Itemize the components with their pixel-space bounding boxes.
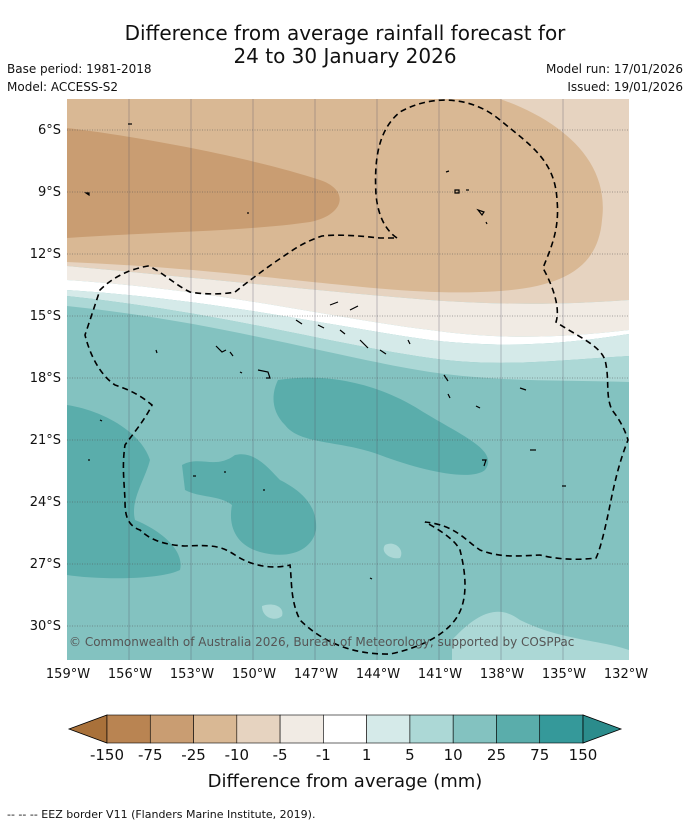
band-wet-medium	[67, 296, 629, 382]
colorbar-swatch	[366, 714, 411, 744]
graticule	[67, 129, 629, 627]
colorbar-tick-label: -150	[89, 746, 125, 764]
lon-label-147w: 147°W	[293, 667, 339, 682]
colorbar-tick-label: -75	[138, 746, 163, 764]
colorbar-tick-label: -1	[315, 746, 331, 764]
colorbar-tick-label: -5	[272, 746, 288, 764]
lat-label-6s: 6°S	[37, 123, 61, 138]
lon-label-135w: 135°W	[541, 667, 587, 682]
lat-label-21s: 21°S	[29, 433, 61, 448]
wet-patch-center	[273, 377, 489, 475]
model-name: Model: ACCESS-S2	[7, 80, 119, 94]
meta-right: Model run: 17/01/2026 Issued: 19/01/2026	[546, 60, 683, 96]
colorbar-swatch	[452, 714, 497, 744]
colorbar-tick-label: 150	[568, 746, 598, 764]
eez-border-main	[84, 99, 629, 655]
lat-label-12s: 12°S	[29, 247, 61, 262]
lon-label-156w: 156°W	[107, 667, 153, 682]
lat-label-27s: 27°S	[29, 557, 61, 572]
colorbar-swatch	[496, 714, 541, 744]
lat-label-15s: 15°S	[29, 309, 61, 324]
lon-label-153w: 153°W	[169, 667, 215, 682]
map-title: Difference from average rainfall forecas…	[0, 22, 690, 68]
colorbar-swatch	[323, 714, 367, 744]
lat-label-24s: 24°S	[29, 495, 61, 510]
colorbar-tick-label: -25	[181, 746, 206, 764]
lon-label-141w: 141°W	[417, 667, 463, 682]
lat-label-18s: 18°S	[29, 371, 61, 386]
light-patch-3	[452, 611, 629, 660]
lon-label-159w: 159°W	[45, 667, 91, 682]
band-wet-light	[67, 290, 629, 363]
colorbar-tick-label: 25	[486, 746, 506, 764]
eez-footnote: -- -- -- EEZ border V11 (Flanders Marine…	[7, 808, 316, 821]
issued-date: Issued: 19/01/2026	[567, 80, 683, 94]
colorbar-extend-low	[67, 714, 108, 744]
colorbar-tick-label: 1	[361, 746, 372, 764]
colorbar-tick-label: 10	[443, 746, 463, 764]
meta-left: Base period: 1981-2018 Model: ACCESS-S2	[7, 60, 152, 96]
wet-patch-south	[182, 454, 317, 555]
colorbar-label: Difference from average (mm)	[207, 771, 483, 792]
colorbar-swatch	[279, 714, 324, 744]
band-dry-strong	[67, 128, 340, 238]
lon-label-138w: 138°W	[479, 667, 525, 682]
meridians	[128, 99, 564, 660]
title-line-2: 24 to 30 January 2026	[233, 44, 457, 68]
band-near-zero	[67, 266, 629, 337]
lat-label-30s: 30°S	[29, 619, 61, 634]
lon-label-144w: 144°W	[355, 667, 401, 682]
colorbar-tick-label: 75	[530, 746, 550, 764]
colorbar-swatch	[193, 714, 238, 744]
colorbar-extend-high	[582, 714, 623, 744]
copyright-notice: © Commonwealth of Australia 2026, Bureau…	[69, 635, 575, 649]
light-patch-2	[262, 604, 283, 619]
colorbar-tick-label: 5	[405, 746, 415, 764]
colorbar-swatch	[149, 714, 194, 744]
colorbar-swatch	[106, 714, 151, 744]
model-run: Model run: 17/01/2026	[545, 62, 683, 76]
colorbar-swatch	[236, 714, 281, 744]
band-white	[67, 280, 629, 345]
rainfall-map	[67, 99, 629, 660]
lon-label-132w: 132°W	[603, 667, 649, 682]
colorbar-tick-label: -10	[224, 746, 250, 764]
base-period: Base period: 1981-2018	[7, 62, 152, 76]
islands	[84, 123, 566, 580]
lon-label-150w: 150°W	[231, 667, 277, 682]
lat-label-9s: 9°S	[37, 185, 61, 200]
colorbar-swatch	[539, 714, 584, 744]
light-patch-1	[383, 543, 402, 559]
colorbar-swatch	[409, 714, 454, 744]
title-line-1: Difference from average rainfall forecas…	[124, 21, 566, 45]
